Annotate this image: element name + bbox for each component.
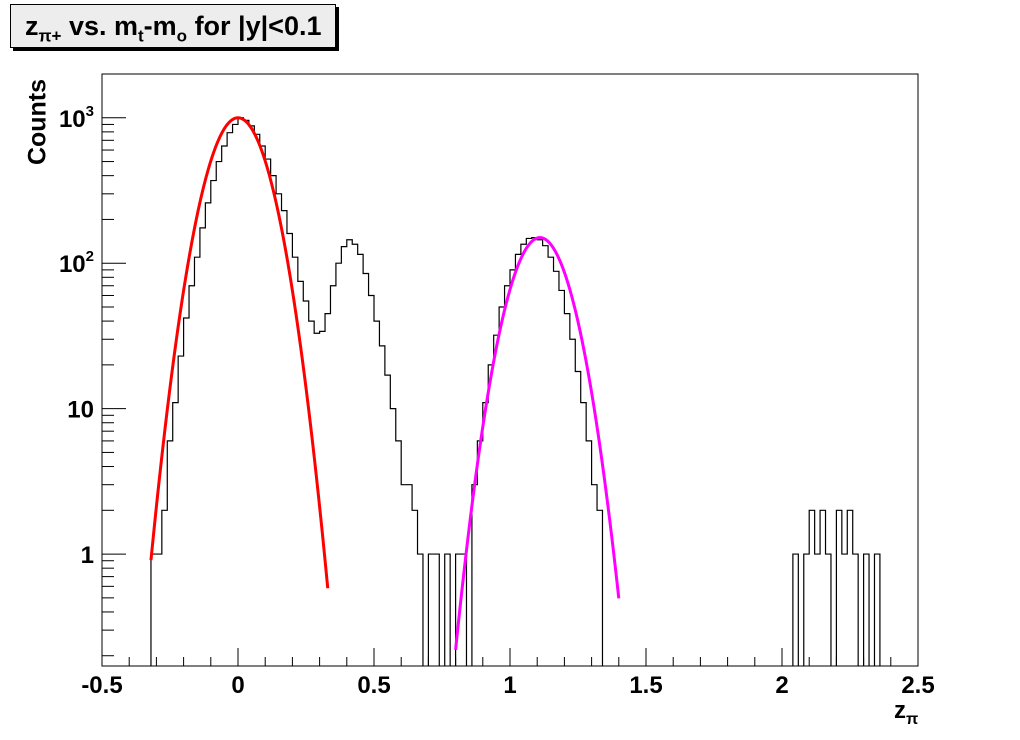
y-tick-label: 1 bbox=[81, 542, 94, 569]
fit-curve-1 bbox=[149, 116, 330, 589]
y-tick-label: 10 bbox=[67, 397, 94, 424]
x-axis-label: zπ bbox=[894, 697, 919, 728]
y-axis-label: Counts bbox=[23, 78, 52, 166]
x-tick-label: 2 bbox=[775, 672, 788, 699]
x-tick-label: 0 bbox=[231, 672, 244, 699]
y-tick-label: 102 bbox=[59, 248, 94, 278]
fit-curves bbox=[149, 116, 621, 651]
plot-frame bbox=[101, 73, 919, 667]
chart-title: zπ+ vs. mt-mo for |y|<0.1 bbox=[10, 4, 337, 48]
x-tick-label: -0.5 bbox=[81, 672, 122, 699]
x-tick-label: 1 bbox=[503, 672, 516, 699]
y-tick-label: 103 bbox=[59, 103, 94, 133]
x-tick-label: 1.5 bbox=[629, 672, 662, 699]
histogram-line bbox=[150, 117, 881, 666]
x-tick-label: 0.5 bbox=[357, 672, 390, 699]
fit-curve-2 bbox=[454, 236, 621, 651]
histogram bbox=[150, 117, 881, 666]
x-tick-label: 2.5 bbox=[901, 672, 934, 699]
